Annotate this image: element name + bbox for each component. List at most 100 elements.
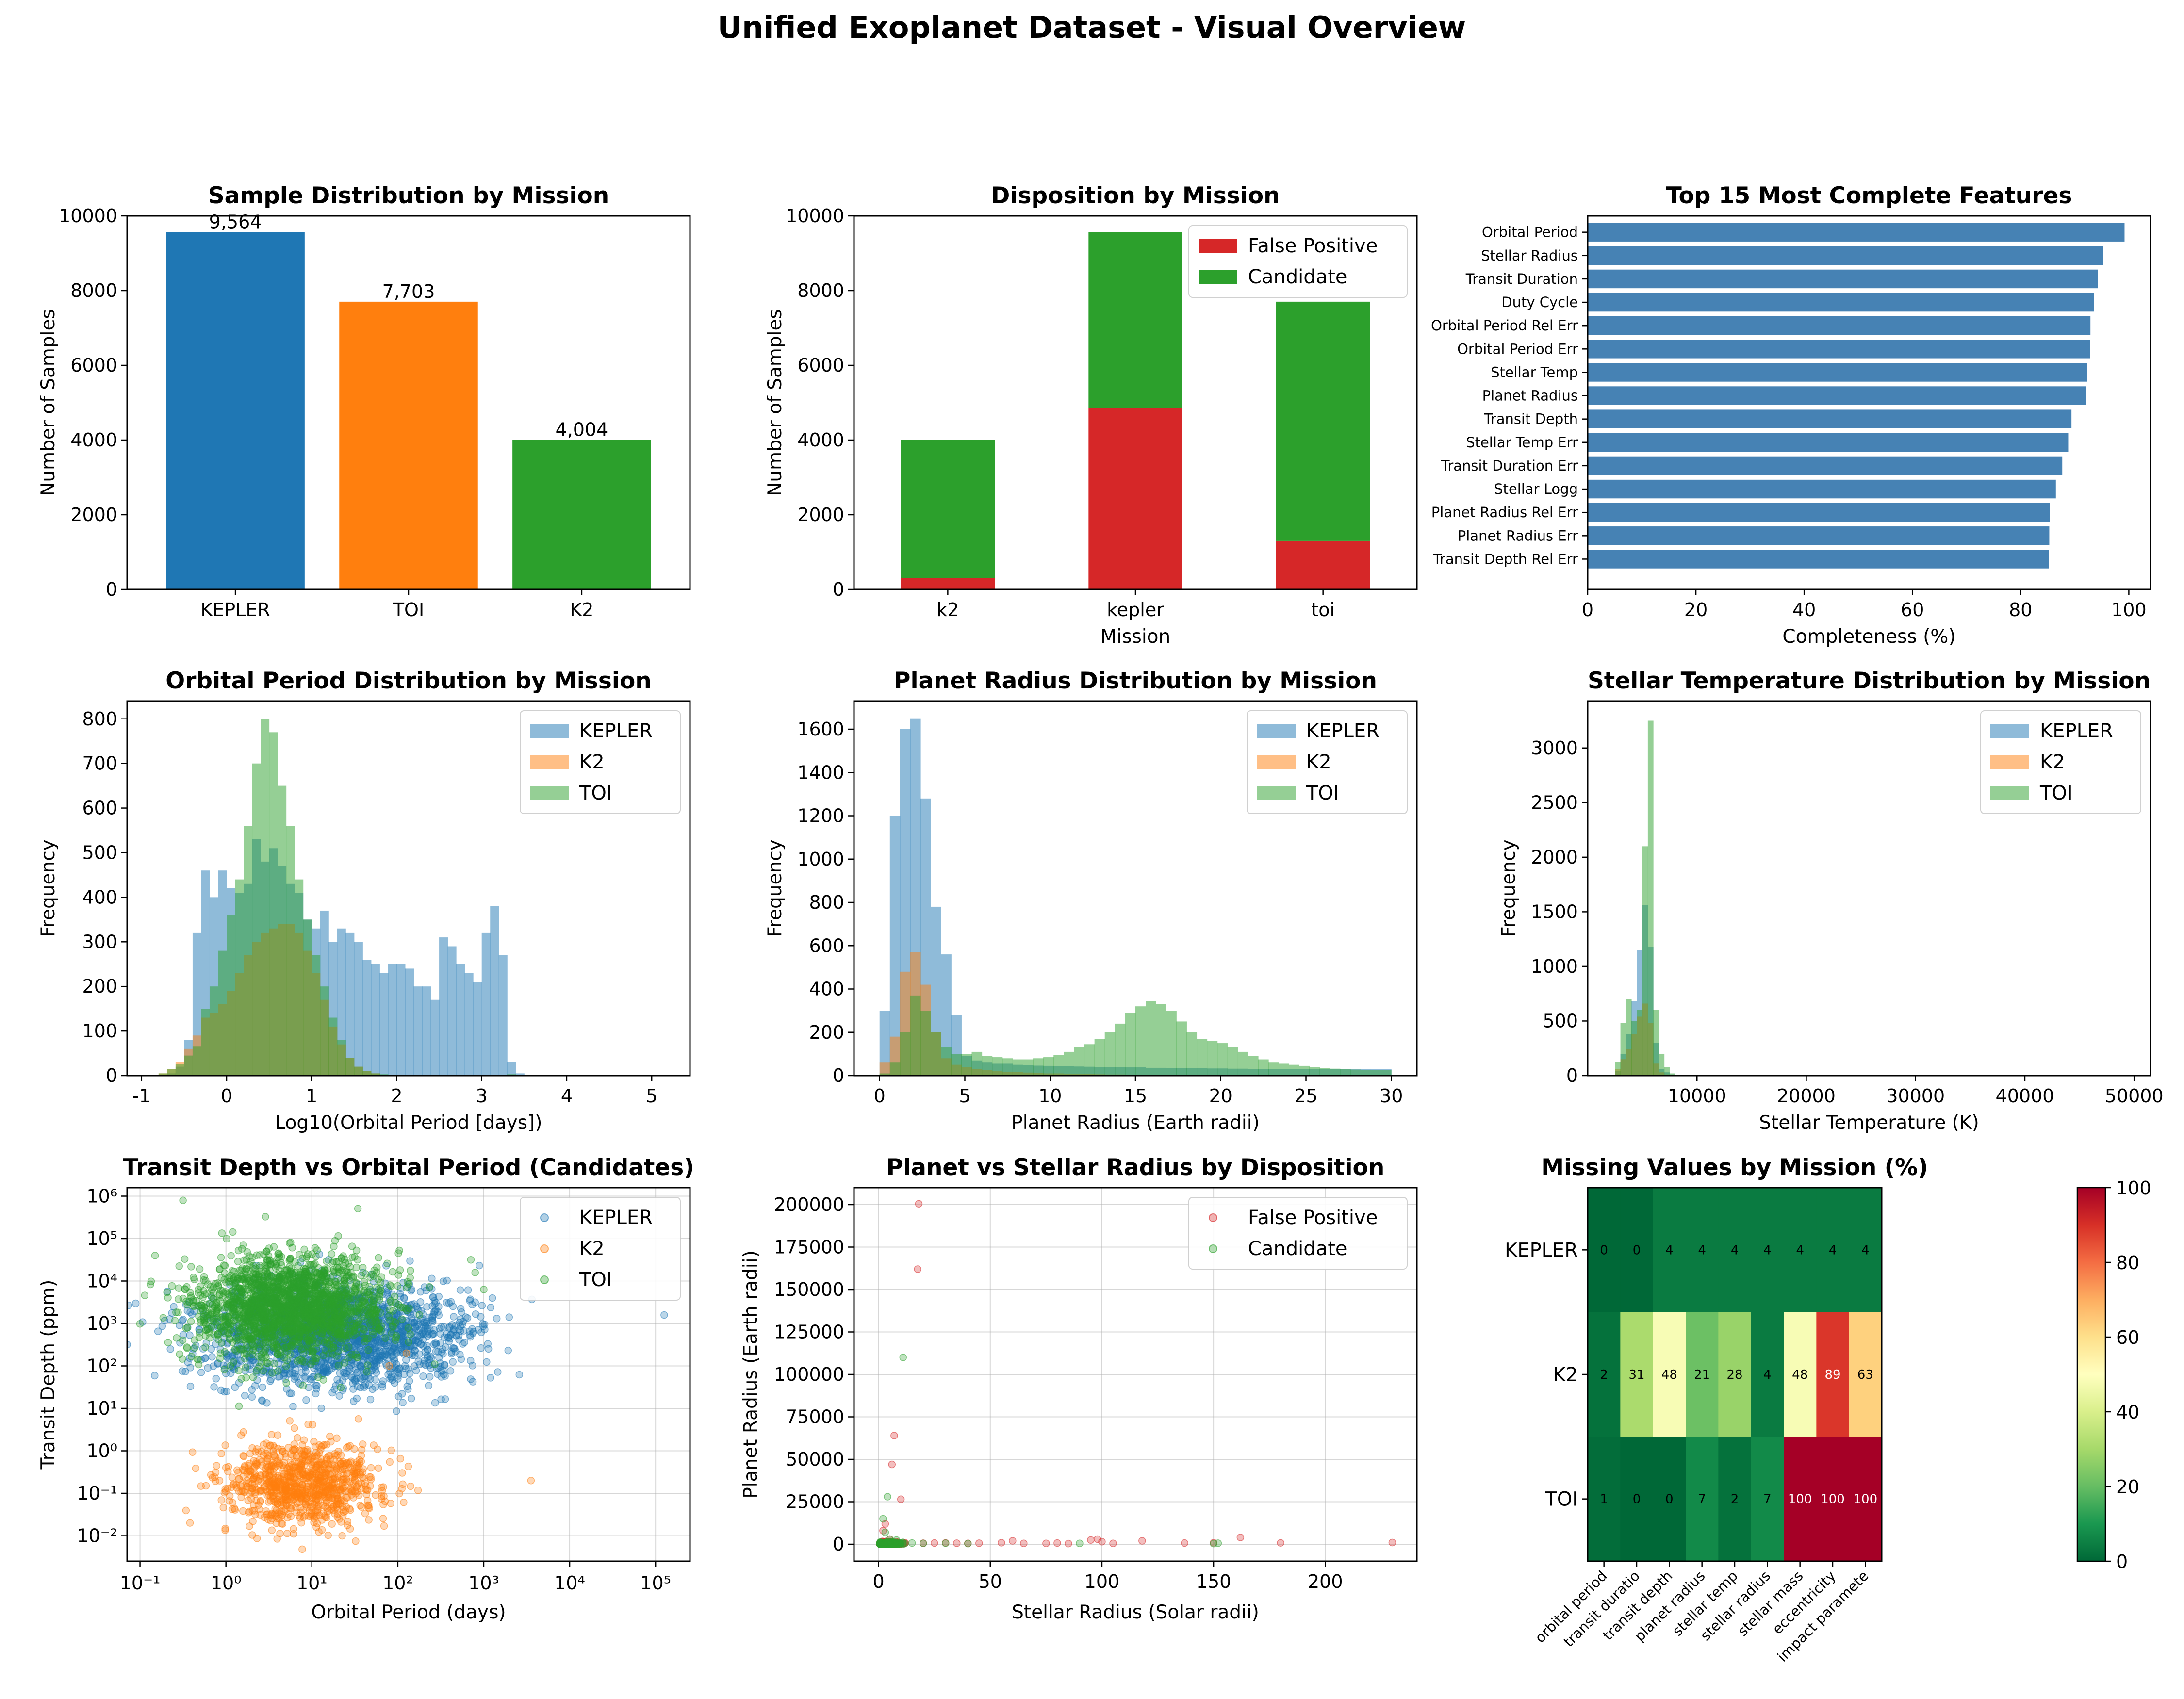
point-toi <box>183 1343 191 1351</box>
point-k2 <box>299 1488 307 1497</box>
point-kepler <box>515 1371 524 1379</box>
bar-k2 <box>512 440 651 589</box>
chart-title: Top 15 Most Complete Features <box>1666 182 2072 209</box>
point-toi <box>286 1254 295 1262</box>
y-tick-label: Orbital Period Err <box>1457 341 1578 357</box>
bar-feature <box>1588 526 2050 545</box>
point-toi <box>242 1363 250 1372</box>
point-k2 <box>296 1463 304 1471</box>
hist-bar-toi <box>345 1058 355 1076</box>
point-k2 <box>304 1421 312 1428</box>
point-kepler <box>212 1374 220 1383</box>
y-tick-label: 10³ <box>86 1313 117 1334</box>
hist-bar-toi <box>1053 1055 1064 1076</box>
x-axis-label: Stellar Temperature (K) <box>1759 1112 1979 1134</box>
hist-bar-toi <box>1248 1056 1259 1076</box>
point-kepler <box>188 1310 196 1318</box>
y-tick-label: 10000 <box>786 205 844 227</box>
point-kepler <box>333 1376 341 1384</box>
hist-bar-toi <box>1350 1069 1361 1076</box>
hist-bar-toi <box>269 732 278 1076</box>
point-toi <box>345 1343 353 1351</box>
hist-bar-toi <box>362 1071 372 1076</box>
hist-bar-toi <box>1043 1057 1054 1076</box>
axes-frame <box>126 700 691 1077</box>
hist-bar-toi <box>1620 1023 1626 1076</box>
point-toi <box>373 1263 381 1272</box>
point-kepler <box>208 1353 216 1361</box>
x-tick-label: 30000 <box>1886 1085 1945 1107</box>
y-tick-label: 200 <box>809 1022 844 1043</box>
x-tick-label: KEPLER <box>200 599 270 621</box>
y-tick-label: Transit Duration Err <box>1441 457 1578 474</box>
point-k2 <box>302 1501 310 1509</box>
x-tick-label: 30 <box>1379 1085 1403 1107</box>
point-toi <box>407 1267 414 1274</box>
x-tick-label: 40 <box>1792 599 1816 621</box>
hist-bar-toi <box>1156 1004 1166 1076</box>
chart-title: Disposition by Mission <box>991 182 1280 209</box>
point-kepler <box>425 1382 433 1389</box>
x-tick-label: 4 <box>561 1085 573 1107</box>
point-k2 <box>293 1454 301 1461</box>
point-kepler <box>288 1369 296 1377</box>
point-k2 <box>246 1484 253 1492</box>
point-k2 <box>222 1487 230 1495</box>
point-k2 <box>407 1482 414 1490</box>
point-toi <box>328 1259 337 1267</box>
x-tick-label: 15 <box>1124 1085 1147 1107</box>
point-kepler <box>289 1403 297 1411</box>
y-tick-label: 2000 <box>70 504 117 525</box>
point-kepler <box>494 1368 502 1376</box>
point-k2 <box>274 1431 282 1439</box>
hist-bar-kepler <box>396 964 406 1076</box>
hist-bar-kepler <box>456 964 465 1076</box>
point-k2 <box>182 1506 190 1515</box>
point-toi <box>357 1272 365 1279</box>
point-toi <box>223 1235 230 1243</box>
point-toi <box>235 1367 243 1375</box>
point-toi <box>136 1320 144 1328</box>
point-k2 <box>239 1452 247 1460</box>
point-toi <box>348 1301 357 1308</box>
point-toi <box>356 1291 364 1299</box>
hist-bar-toi <box>167 1069 176 1076</box>
hist-bar-toi <box>1309 1067 1320 1076</box>
point-kepler <box>339 1376 346 1384</box>
bar-feature <box>1588 433 2069 452</box>
y-tick-label: 10⁻¹ <box>77 1483 117 1504</box>
point-kepler <box>328 1389 336 1397</box>
x-axis-label: Planet Radius (Earth radii) <box>1011 1112 1260 1134</box>
y-tick-label: 10⁴ <box>86 1271 117 1292</box>
hist-bar-toi <box>1381 1070 1392 1076</box>
point-toi <box>363 1307 371 1316</box>
point-kepler <box>431 1339 439 1347</box>
point-kepler <box>459 1340 467 1348</box>
x-tick-label: 5 <box>959 1085 970 1107</box>
x-tick-label: 60 <box>1901 599 1924 621</box>
point-kepler <box>298 1369 306 1376</box>
point-k2 <box>297 1519 305 1527</box>
point-toi <box>225 1291 233 1299</box>
hist-bar-toi <box>184 1055 193 1076</box>
point-k2 <box>323 1454 330 1462</box>
x-axis-label: Log10(Orbital Period [days]) <box>275 1112 542 1134</box>
histogram-bars <box>158 719 584 1076</box>
hist-bar-toi <box>920 1011 931 1076</box>
point-toi <box>253 1251 261 1259</box>
hist-bar-toi <box>1146 1001 1156 1076</box>
point-k2 <box>311 1442 319 1451</box>
point-k2 <box>240 1428 247 1436</box>
point-kepler <box>419 1336 427 1343</box>
point-toi <box>230 1358 237 1366</box>
hist-bar-toi <box>1319 1068 1330 1076</box>
hist-bar-kepler <box>515 1073 525 1076</box>
hist-bar-toi <box>1135 1006 1146 1076</box>
point-k2 <box>354 1461 362 1470</box>
y-tick-label: Duty Cycle <box>1501 294 1578 310</box>
point-toi <box>174 1308 182 1316</box>
point-kepler <box>202 1339 211 1347</box>
point-kepler <box>480 1321 489 1328</box>
y-tick-label: 2500 <box>1531 792 1578 813</box>
point-kepler <box>416 1288 425 1296</box>
